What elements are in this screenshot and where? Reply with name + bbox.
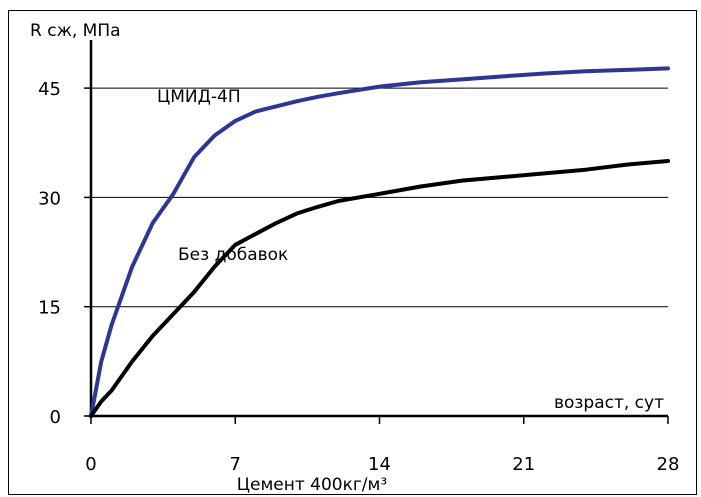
x-tick-label-7: 7 — [230, 454, 241, 475]
x-tick-label-21: 21 — [512, 454, 535, 475]
ticks: 0 15 30 45 0 7 14 21 28 — [38, 79, 679, 475]
y-tick-label-45: 45 — [38, 79, 61, 100]
y-tick-label-0: 0 — [50, 407, 61, 428]
grid-lines — [91, 87, 668, 308]
x-tick-label-0: 0 — [85, 454, 96, 475]
y-tick-label-15: 15 — [38, 298, 61, 319]
series-label-cmid: ЦМИД-4П — [157, 87, 241, 107]
series-line-1 — [89, 159, 670, 418]
series-label-plain: Без добавок — [178, 245, 288, 265]
series-lines — [89, 66, 670, 418]
y-axis-label: R сж, МПа — [30, 21, 121, 41]
y-tick-label-30: 30 — [38, 188, 61, 209]
chart-subtitle: Цемент 400кг/м³ — [237, 475, 387, 495]
x-tick-label-28: 28 — [657, 454, 680, 475]
series-line-0 — [89, 66, 670, 418]
chart-frame — [8, 10, 697, 495]
x-tick-label-14: 14 — [368, 454, 391, 475]
x-axis-label: возраст, сут — [554, 393, 664, 413]
